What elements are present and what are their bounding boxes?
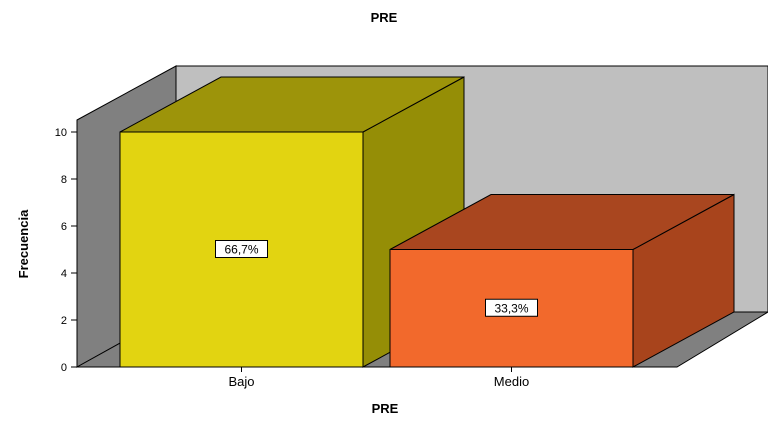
y-tick-label: 4	[61, 268, 67, 280]
data-label-box	[215, 240, 268, 258]
bar-bajo: 66,7%	[119, 76, 465, 368]
y-tick-label: 6	[61, 221, 67, 233]
y-tick-label: 10	[55, 127, 67, 139]
x-axis-label: PRE	[372, 401, 399, 416]
bar-front-face	[119, 131, 364, 368]
data-label: 66,7%	[224, 243, 258, 257]
x-tick-label: Bajo	[228, 374, 254, 389]
chart-title: PRE	[371, 10, 398, 25]
y-tick-label: 2	[61, 315, 67, 327]
y-tick-label: 0	[61, 362, 67, 374]
bar-medio: 33,3%	[389, 193, 735, 368]
bars: 66,7% 33,3%	[119, 76, 735, 368]
data-label: 33,3%	[494, 301, 528, 315]
x-axis-ticks: Bajo Medio	[228, 367, 529, 389]
x-tick-label: Medio	[494, 374, 529, 389]
y-axis-label: Frecuencia	[16, 209, 31, 278]
y-axis-ticks: 0 2 4 6 8 10	[55, 127, 77, 374]
y-tick-label: 8	[61, 174, 67, 186]
data-label-box	[485, 298, 538, 317]
